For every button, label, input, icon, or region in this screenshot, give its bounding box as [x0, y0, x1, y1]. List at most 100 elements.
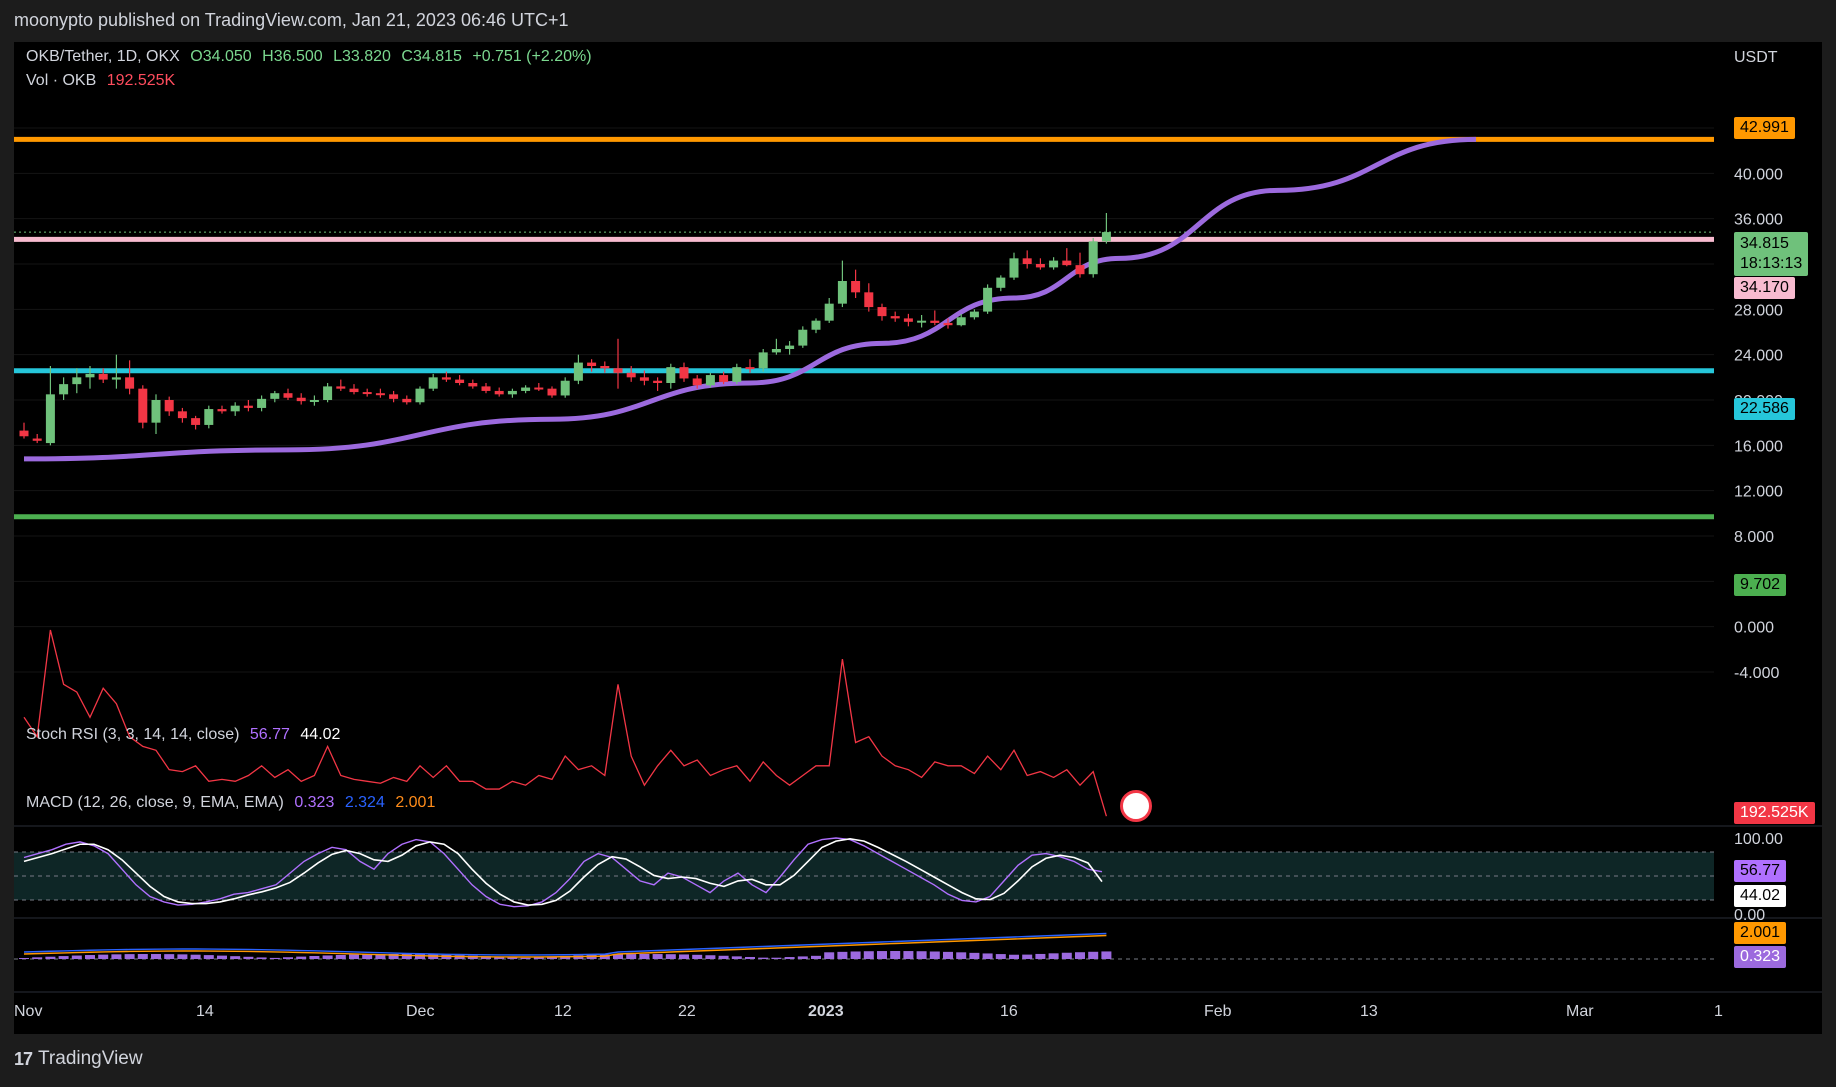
candle-body	[1101, 232, 1111, 242]
macd-hist-bar	[85, 955, 95, 959]
candle-body	[191, 418, 201, 425]
macd-hist-bar	[560, 955, 571, 959]
candle-body	[217, 409, 227, 412]
tag-macd-signal: 2.001	[1734, 922, 1787, 944]
candle-body	[573, 362, 583, 381]
candle-body	[996, 277, 1006, 288]
macd-line-value: 2.324	[344, 794, 385, 811]
candle-body	[1022, 258, 1032, 264]
footer: 17 TradingView	[14, 1048, 143, 1070]
candle-body	[19, 430, 29, 437]
macd-hist-bar	[520, 957, 531, 959]
candle-body	[1075, 265, 1085, 275]
candle-body	[877, 307, 887, 317]
chart-panel[interactable]: USDT44.00040.00036.00028.00024.00020.000…	[14, 42, 1822, 1034]
stoch-k-line	[23, 837, 1103, 908]
macd-hist-bar	[190, 954, 201, 959]
macd-hist-bar	[322, 955, 333, 959]
macd-hist-bar	[1035, 953, 1046, 959]
macd-hist-bar	[230, 956, 241, 959]
candle-body	[336, 386, 346, 389]
candle-body	[72, 377, 82, 385]
grid	[14, 127, 1714, 673]
macd-hist-bar	[943, 951, 953, 959]
candle-body	[441, 377, 451, 380]
candle-body	[824, 303, 834, 321]
price-tick-label: 40.000	[1734, 166, 1783, 183]
brand-name: TradingView	[38, 1048, 143, 1069]
candle-body	[323, 386, 333, 400]
stoch-tick-label: 0.00	[1734, 907, 1765, 924]
macd-hist-bar	[507, 957, 518, 959]
macd-hist-bar	[164, 954, 175, 959]
macd-hist-bar	[481, 956, 491, 959]
macd-line	[23, 932, 1107, 956]
candle-body	[521, 387, 531, 391]
tag-support-pink: 34.170	[1734, 277, 1795, 299]
macd-hist-bar	[639, 954, 650, 959]
time-tick-label: 13	[1360, 1003, 1378, 1020]
high-value: H36.500	[262, 48, 323, 65]
price-tick-label: 0.000	[1734, 620, 1774, 637]
macd-hist-bar	[243, 956, 254, 959]
macd-hist-bar	[151, 954, 161, 959]
candle-body	[125, 377, 135, 389]
candle-body	[296, 397, 306, 402]
candle-body	[600, 366, 610, 369]
candle-body	[903, 318, 913, 322]
macd-hist-bar	[745, 956, 755, 959]
macd-hist-bar	[71, 955, 82, 959]
candle-body	[1062, 260, 1072, 266]
candle-body	[507, 390, 517, 395]
chart-canvas[interactable]: USDT44.00040.00036.00028.00024.00020.000…	[14, 42, 1822, 1034]
macd-hist-bar	[415, 954, 425, 959]
time-tick-label: Dec	[406, 1003, 434, 1020]
candle-body	[415, 388, 425, 403]
tag-last-price: 34.815 18:13:13	[1734, 232, 1809, 276]
candle-body	[983, 287, 993, 312]
tag-stoch-d: 44.02	[1734, 885, 1787, 907]
candle-body	[309, 400, 319, 402]
candle-body	[468, 383, 478, 387]
macd-hist-bar	[718, 955, 729, 959]
macd-hist-bar	[824, 952, 835, 959]
volume-series-line	[23, 629, 1108, 817]
macd-hist-bar	[771, 957, 782, 959]
candle-body	[59, 384, 69, 395]
volume-value: 192.525K	[106, 72, 176, 89]
price-tick-label: 24.000	[1734, 348, 1783, 365]
candle-body	[666, 367, 676, 383]
symbol-legend: OKB/Tether, 1D, OKX O34.050 H36.500 L33.…	[26, 48, 598, 66]
candle-body	[243, 405, 253, 408]
candle-body	[1049, 260, 1059, 268]
macd-hist-bar	[916, 951, 927, 959]
macd-hist-bar	[111, 954, 122, 959]
candle-body	[32, 438, 42, 441]
publisher-caption: moonypto published on TradingView.com, J…	[14, 10, 569, 30]
macd-hist-bar	[494, 956, 505, 959]
stoch-d-value: 44.02	[300, 726, 341, 743]
candle-body	[177, 411, 187, 419]
candle-body	[257, 398, 267, 408]
macd-hist-bar	[665, 954, 676, 959]
candle-body	[428, 377, 438, 389]
countdown: 18:13:13	[1740, 255, 1803, 272]
macd-hist-bar	[32, 957, 43, 959]
candle-body	[389, 394, 399, 399]
macd-hist-bar	[982, 953, 993, 959]
macd-pane	[14, 917, 1822, 960]
us-flag-event-icon[interactable]	[1120, 790, 1152, 822]
tradingview-logo-icon: 17	[14, 1048, 33, 1069]
macd-hist-bar	[1061, 952, 1072, 959]
time-tick-label: Feb	[1204, 1003, 1232, 1020]
macd-hist-bar	[335, 954, 346, 959]
macd-hist-bar	[784, 957, 795, 959]
time-tick-label: 14	[196, 1003, 214, 1020]
candle-body	[653, 380, 663, 383]
macd-signal-value: 2.001	[395, 794, 436, 811]
candle-body	[151, 400, 161, 423]
time-tick-label: 22	[678, 1003, 696, 1020]
macd-hist-bar	[533, 957, 544, 959]
tag-macd-hist: 0.323	[1734, 946, 1787, 968]
candle-body	[375, 393, 385, 396]
